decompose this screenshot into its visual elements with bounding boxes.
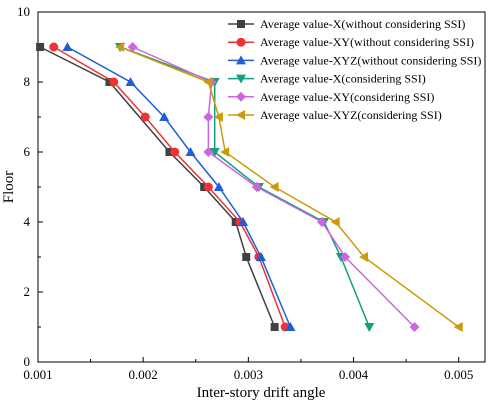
data-point bbox=[213, 182, 224, 191]
x-tick-label: 0.002 bbox=[129, 367, 158, 382]
series-line bbox=[53, 46, 286, 328]
y-tick-label: 10 bbox=[17, 4, 30, 19]
legend-marker bbox=[236, 37, 246, 47]
x-tick-label: 0.005 bbox=[444, 367, 473, 382]
data-point bbox=[62, 42, 73, 51]
data-point bbox=[203, 182, 213, 192]
data-point bbox=[251, 182, 262, 192]
y-tick-label: 8 bbox=[24, 74, 31, 89]
legend: Average value-X(without considering SSI)… bbox=[228, 17, 481, 122]
series-line bbox=[132, 46, 416, 328]
data-point bbox=[340, 252, 351, 262]
x-tick-label: 0.004 bbox=[339, 367, 369, 382]
y-tick-label: 6 bbox=[24, 144, 31, 159]
legend-marker bbox=[236, 110, 245, 120]
data-point bbox=[49, 42, 59, 52]
legend-marker bbox=[236, 74, 246, 84]
y-tick-label: 2 bbox=[24, 284, 31, 299]
legend-item: Average value-XYZ(considering SSI) bbox=[228, 108, 442, 122]
y-axis-title: Floor bbox=[1, 171, 17, 204]
series-line bbox=[67, 46, 292, 328]
data-point bbox=[359, 252, 369, 262]
data-point bbox=[109, 77, 119, 87]
data-point bbox=[316, 217, 327, 227]
data-point bbox=[220, 147, 230, 157]
legend-label: Average value-X(considering SSI) bbox=[260, 72, 426, 86]
data-point bbox=[165, 148, 174, 156]
y-tick-label: 4 bbox=[24, 214, 31, 229]
data-point bbox=[125, 77, 136, 86]
data-point bbox=[255, 252, 266, 261]
data-point bbox=[285, 322, 296, 331]
x-tick-label: 0.003 bbox=[234, 367, 263, 382]
series-line bbox=[39, 46, 276, 328]
legend-label: Average value-XY(considering SSI) bbox=[260, 90, 434, 104]
legend-label: Average value-XYZ(considering SSI) bbox=[260, 108, 442, 122]
data-point bbox=[238, 217, 249, 226]
series-1 bbox=[36, 43, 279, 331]
legend-item: Average value-X(without considering SSI) bbox=[228, 17, 465, 31]
legend-item: Average value-X(considering SSI) bbox=[228, 72, 426, 86]
data-point bbox=[364, 323, 375, 332]
legend-item: Average value-XY(without considering SSI… bbox=[228, 35, 474, 49]
data-point bbox=[269, 182, 279, 192]
data-point bbox=[159, 112, 170, 121]
data-point bbox=[140, 112, 150, 122]
x-tick-label: 0.001 bbox=[23, 367, 52, 382]
data-point bbox=[203, 77, 213, 87]
legend-item: Average value-XYZ(without considering SS… bbox=[228, 53, 481, 67]
x-axis-title: Inter-story drift angle bbox=[197, 385, 326, 401]
series-6 bbox=[115, 42, 463, 332]
data-point bbox=[270, 323, 279, 331]
legend-label: Average value-XY(without considering SSI… bbox=[260, 35, 474, 49]
legend-marker bbox=[237, 20, 245, 28]
legend-item: Average value-XY(considering SSI) bbox=[228, 90, 434, 104]
data-point bbox=[242, 253, 251, 261]
data-point bbox=[127, 42, 138, 52]
series-4 bbox=[115, 43, 375, 332]
series-3 bbox=[62, 42, 296, 331]
data-point bbox=[185, 147, 196, 156]
series-line bbox=[119, 46, 460, 328]
data-point bbox=[213, 112, 223, 122]
y-axis-ticks: 0 2 4 6 8 10 bbox=[17, 4, 43, 369]
y-tick-label: 0 bbox=[24, 354, 31, 369]
data-point bbox=[115, 42, 125, 52]
data-point bbox=[170, 147, 180, 157]
legend-label: Average value-X(without considering SSI) bbox=[260, 17, 465, 31]
legend-marker bbox=[236, 91, 246, 102]
data-point bbox=[203, 147, 214, 157]
x-axis-ticks: 0.001 0.002 0.003 0.004 0.005 bbox=[23, 357, 473, 382]
series-layer bbox=[36, 42, 463, 332]
data-point bbox=[209, 148, 220, 157]
legend-label: Average value-XYZ(without considering SS… bbox=[260, 53, 481, 67]
data-point bbox=[36, 43, 45, 51]
data-point bbox=[409, 322, 420, 332]
data-point bbox=[453, 322, 463, 332]
legend-marker bbox=[236, 55, 246, 65]
data-point bbox=[203, 112, 214, 122]
data-point bbox=[330, 217, 340, 227]
